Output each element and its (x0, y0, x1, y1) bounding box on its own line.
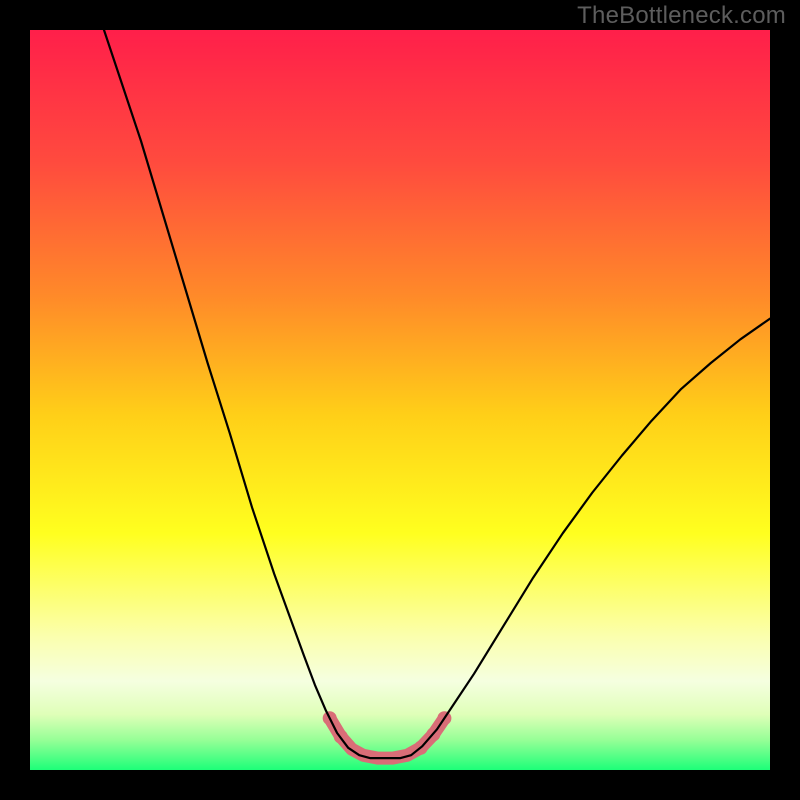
plot-area (30, 30, 770, 770)
watermark-label: TheBottleneck.com (577, 2, 786, 30)
chart-svg (30, 30, 770, 770)
figure-root: TheBottleneck.com (0, 0, 800, 800)
